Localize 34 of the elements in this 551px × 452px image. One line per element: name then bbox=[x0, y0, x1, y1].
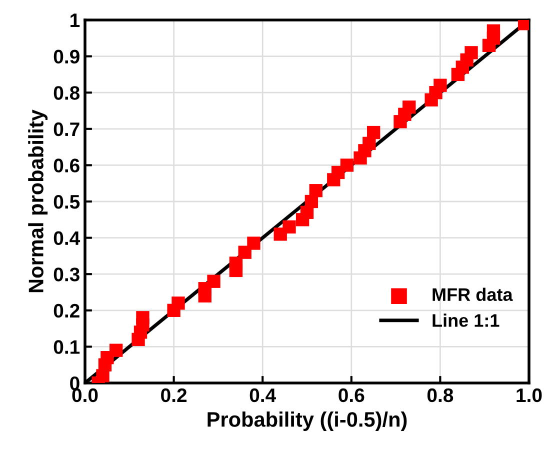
point bbox=[486, 24, 500, 38]
point bbox=[402, 100, 416, 114]
y-tick-label: 0.9 bbox=[54, 50, 80, 64]
legend-label: Line 1:1 bbox=[432, 314, 500, 327]
y-axis-title: Normal probability bbox=[28, 110, 48, 292]
point bbox=[282, 220, 296, 234]
x-tick-label: 0.0 bbox=[72, 388, 98, 402]
point bbox=[434, 78, 447, 92]
y-tick-label: 1 bbox=[70, 14, 80, 28]
legend-label: MFR data bbox=[432, 288, 513, 302]
point bbox=[247, 236, 260, 250]
y-tick-label: 0.4 bbox=[54, 231, 80, 246]
x-tick-label: 0.6 bbox=[338, 388, 364, 402]
point bbox=[464, 46, 478, 60]
y-tick-label: 0.1 bbox=[54, 340, 80, 354]
y-tick-label: 0.3 bbox=[54, 268, 80, 282]
point bbox=[207, 274, 220, 288]
y-tick-label: 0.2 bbox=[54, 304, 80, 318]
point bbox=[340, 158, 354, 172]
x-axis-title: Probability ((i-0.5)/n) bbox=[208, 412, 407, 431]
y-tick-label: 0.6 bbox=[54, 158, 80, 172]
y-tick-label: 0.5 bbox=[54, 194, 80, 209]
y-tick-label: 0.8 bbox=[54, 86, 80, 100]
point bbox=[229, 256, 243, 270]
x-tick-label: 1.0 bbox=[516, 388, 542, 402]
point bbox=[172, 296, 185, 310]
point bbox=[109, 344, 123, 357]
x-tick-label: 0.4 bbox=[250, 388, 276, 402]
x-tick-label: 0.2 bbox=[161, 388, 187, 402]
point bbox=[309, 184, 322, 198]
y-tick-label: 0.7 bbox=[54, 122, 80, 136]
point bbox=[367, 126, 380, 140]
x-tick-label: 0.8 bbox=[427, 388, 454, 402]
point bbox=[136, 311, 150, 324]
